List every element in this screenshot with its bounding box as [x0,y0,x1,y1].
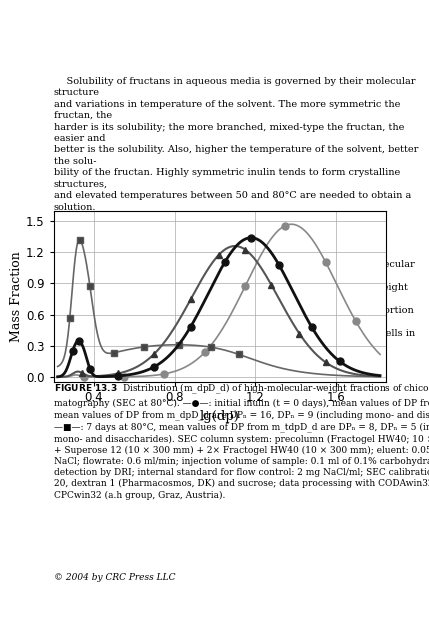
Text: © 2004 by CRC Press LLC: © 2004 by CRC Press LLC [54,573,175,582]
Text: Solubility of fructans in aqueous media is governed by their molecular structure: Solubility of fructans in aqueous media … [54,77,418,349]
Y-axis label: Mass Fraction: Mass Fraction [10,251,23,342]
Text: $\bf{FIGURE\ 13.3}$  Distribution (m_dpD_d) of high-molecular-weight fractions o: $\bf{FIGURE\ 13.3}$ Distribution (m_dpD_… [54,382,429,500]
X-axis label: lg(dp): lg(dp) [200,410,240,422]
